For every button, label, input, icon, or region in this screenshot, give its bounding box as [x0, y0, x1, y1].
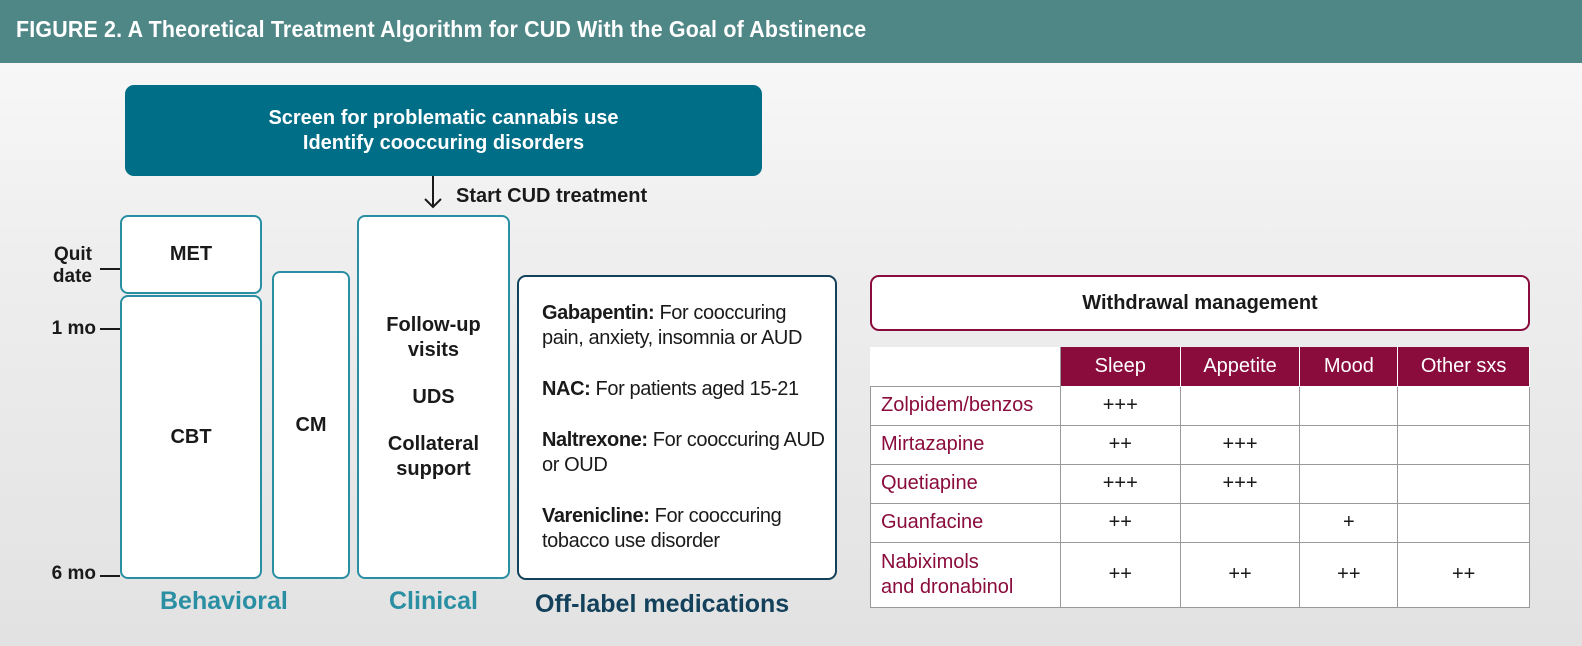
six-month-label: 6 mo [51, 563, 96, 584]
screen-line-1: Screen for problematic cannabis use [268, 106, 619, 129]
table-cell: ++ [1397, 541, 1530, 608]
uds-item: UDS [412, 385, 455, 408]
table-header-row: Sleep Appetite Mood Other sxs [870, 347, 1530, 387]
table-row: Quetiapine +++ +++ [870, 463, 1530, 504]
off-label-drug: NAC: For patients aged 15-21 [542, 377, 825, 402]
table-cell [1299, 385, 1399, 426]
row-drug: Quetiapine [870, 463, 1061, 504]
table-cell: ++ [1059, 424, 1181, 465]
table-cell [1179, 385, 1301, 426]
table-row: Mirtazapine ++ +++ [870, 424, 1530, 465]
table-cell: +++ [1059, 385, 1181, 426]
row-drug: Guanfacine [870, 502, 1061, 543]
table-cell: +++ [1059, 463, 1181, 504]
table-cell: +++ [1179, 463, 1301, 504]
cm-box: CM [272, 271, 350, 579]
table-row: Zolpidem/benzos +++ [870, 385, 1530, 426]
table-cell [1397, 385, 1530, 426]
drug-desc: For patients aged 15-21 [590, 378, 800, 400]
one-month-tick [100, 328, 120, 330]
quit-date-line-1: Quit [54, 244, 92, 265]
row-drug-line-1: Nabiximols [881, 550, 979, 573]
six-month-tick [100, 575, 120, 577]
drug-name: NAC: [542, 378, 591, 400]
cbt-box: CBT [120, 295, 262, 579]
drug-name: Gabapentin: [542, 302, 655, 324]
off-label-drug: Gabapentin: For cooccuring pain, anxiety… [542, 301, 825, 351]
off-label-label: Off-label medications [535, 590, 790, 618]
collateral-line-2: support [396, 457, 471, 480]
column-header: Mood [1299, 347, 1399, 387]
table-cell [1179, 502, 1301, 543]
column-header: Appetite [1179, 347, 1301, 387]
screen-box: Screen for problematic cannabis use Iden… [125, 85, 762, 176]
table-cell: ++ [1059, 541, 1181, 608]
row-drug: Zolpidem/benzos [870, 385, 1061, 426]
start-treatment-label: Start CUD treatment [456, 185, 648, 207]
met-box: MET [120, 215, 262, 294]
row-drug-line-2: and dronabinol [881, 575, 1014, 598]
screen-line-2: Identify cooccuring disorders [302, 131, 585, 154]
clinical-label: Clinical [389, 587, 478, 615]
follow-up-line-2: visits [407, 338, 460, 361]
quit-date-line-2: date [52, 266, 92, 287]
cm-label: CM [295, 413, 327, 436]
collateral-line-1: Collateral [387, 432, 480, 455]
figure-title: FIGURE 2. A Theoretical Treatment Algori… [16, 16, 867, 42]
quit-date-tick [100, 268, 120, 270]
off-label-drug: Naltrexone: For cooccuring AUD or OUD [542, 428, 825, 478]
figure-header: FIGURE 2. A Theoretical Treatment Algori… [0, 0, 1582, 63]
drug-desc: For cooccuring tobacco use disorder [542, 505, 782, 552]
table-cell [1397, 424, 1530, 465]
follow-up-line-1: Follow-up [386, 313, 481, 336]
column-header: Other sxs [1397, 347, 1530, 387]
table-cell: + [1299, 502, 1399, 543]
table-cell: ++ [1299, 541, 1399, 608]
drug-desc: For cooccuring AUD or OUD [542, 429, 825, 476]
cbt-label: CBT [170, 425, 212, 448]
collateral-item: Collateral support [388, 432, 479, 482]
quit-date-label: Quit date [40, 244, 92, 288]
column-header: Sleep [1059, 347, 1181, 387]
table-cell: ++ [1059, 502, 1181, 543]
follow-up-item: Follow-up visits [386, 313, 480, 363]
drug-name: Naltrexone: [542, 429, 648, 451]
drug-name: Varenicline: [542, 505, 650, 527]
row-drug: Mirtazapine [870, 424, 1061, 465]
withdrawal-table: Sleep Appetite Mood Other sxs Zolpidem/b… [870, 347, 1530, 608]
off-label-box: Gabapentin: For cooccuring pain, anxiety… [517, 275, 837, 580]
table-cell [1397, 463, 1530, 504]
drug-desc: For cooccuring pain, anxiety, insomnia o… [542, 302, 802, 349]
withdrawal-title-box: Withdrawal management [870, 275, 1530, 331]
clinical-box: Follow-up visits UDS Collateral support [357, 215, 510, 579]
table-cell [1299, 463, 1399, 504]
off-label-drug: Varenicline: For cooccuring tobacco use … [542, 504, 825, 554]
table-cell [1299, 424, 1399, 465]
table-cell: ++ [1179, 541, 1301, 608]
down-arrow-icon [424, 176, 442, 209]
withdrawal-title: Withdrawal management [1082, 291, 1318, 314]
table-row: Guanfacine ++ + [870, 502, 1530, 543]
row-drug: Nabiximols and dronabinol [870, 541, 1061, 608]
behavioral-label: Behavioral [160, 587, 288, 615]
one-month-label: 1 mo [51, 318, 96, 339]
table-corner [870, 347, 1061, 386]
met-label: MET [169, 243, 213, 265]
table-row: Nabiximols and dronabinol ++ ++ ++ ++ [870, 541, 1530, 608]
table-cell [1397, 502, 1530, 543]
table-cell: +++ [1179, 424, 1301, 465]
